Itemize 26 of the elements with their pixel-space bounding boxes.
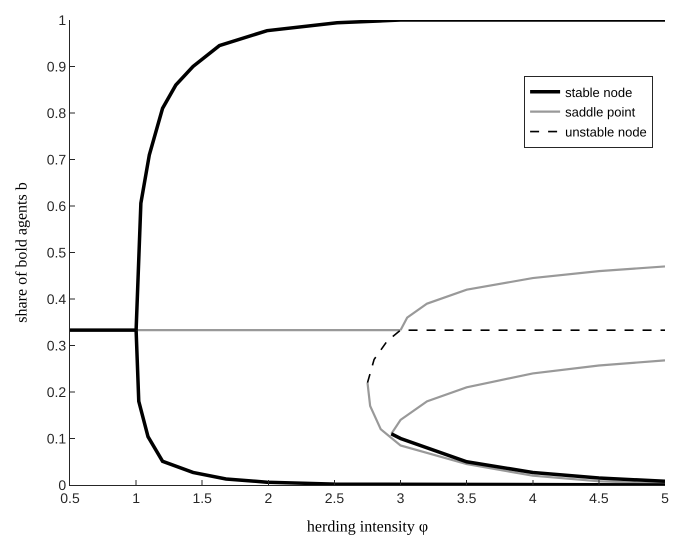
y-tick-label: 0.1 bbox=[46, 430, 66, 446]
y-tick-label: 0.9 bbox=[46, 58, 66, 74]
x-axis-title: herding intensity φ bbox=[306, 518, 428, 536]
legend-label: saddle point bbox=[565, 104, 636, 120]
x-tick-label: 3.5 bbox=[456, 490, 477, 506]
line-series bbox=[366, 329, 665, 384]
y-tick-label: 0.8 bbox=[46, 104, 66, 121]
y-tick-label: 0.3 bbox=[46, 337, 66, 354]
legend-label: unstable node bbox=[565, 124, 647, 140]
y-tick-label: 0.6 bbox=[46, 198, 66, 214]
y-axis-title: share of bold agents b bbox=[14, 182, 31, 323]
x-tick-label: 5 bbox=[661, 490, 670, 506]
y-tick-label: 0.7 bbox=[46, 151, 66, 168]
y-tick-label: 0.4 bbox=[46, 290, 66, 307]
y-tick-label: 0 bbox=[58, 476, 66, 493]
x-tick-label: 3 bbox=[396, 490, 405, 506]
y-tick-label: 0.5 bbox=[46, 244, 66, 260]
legend-label: stable node bbox=[565, 84, 632, 100]
x-tick-label: 1.5 bbox=[192, 490, 212, 506]
x-tick-label: 4.5 bbox=[589, 490, 609, 506]
x-tick-label: 2.5 bbox=[324, 490, 344, 506]
y-tick-label: 1 bbox=[58, 12, 66, 28]
y-tick-label: 0.2 bbox=[46, 384, 66, 400]
x-tick-label: 1 bbox=[132, 490, 140, 506]
x-tick-label: 4 bbox=[528, 490, 537, 506]
x-tick-label: 2 bbox=[264, 490, 272, 506]
